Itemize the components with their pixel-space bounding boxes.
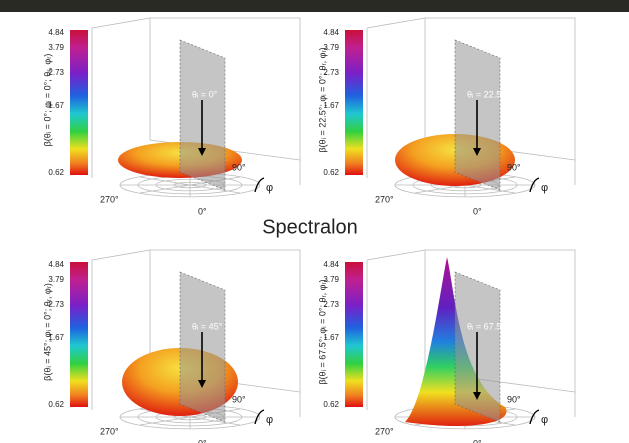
colorbar-tick-label: 4.84 — [323, 260, 339, 269]
colorbar — [345, 30, 363, 175]
colorbar-tick-label: 4.84 — [48, 28, 64, 37]
azimuth-phi: φ — [541, 414, 548, 426]
colorbar-tick-label: 3.79 — [48, 43, 64, 52]
colorbar-tick-label: 0.62 — [48, 400, 64, 409]
panel: 4.843.792.731.670.62β(θᵢ = 0°; φᵢ = 0°; … — [42, 18, 300, 216]
azimuth-right: 90° — [507, 394, 521, 404]
azimuth-front: 0° — [198, 438, 207, 443]
incidence-label: θᵢ = 0° — [192, 89, 218, 99]
panel: 4.843.792.731.670.62β(θᵢ = 45°; φᵢ = 0°;… — [42, 250, 300, 443]
azimuth-right: 90° — [232, 162, 246, 172]
panel: 4.843.792.731.670.62β(θᵢ = 22.5°; φᵢ = 0… — [317, 18, 575, 216]
azimuth-left: 270° — [375, 194, 394, 204]
azimuth-phi: φ — [541, 182, 548, 194]
azimuth-phi: φ — [266, 182, 273, 194]
colorbar-tick-label: 0.62 — [323, 400, 339, 409]
azimuth-phi: φ — [266, 414, 273, 426]
azimuth-front: 0° — [473, 206, 482, 216]
incidence-label: θᵢ = 22.5° — [467, 89, 505, 99]
azimuth-left: 270° — [100, 194, 119, 204]
y-axis-label: β(θᵢ = 0°; φᵢ = 0°; θᵣ, φᵣ) — [42, 54, 52, 147]
incidence-label: θᵢ = 45° — [192, 321, 223, 331]
colorbar — [345, 262, 363, 407]
azimuth-left: 270° — [375, 426, 394, 436]
colorbar-tick-label: 4.84 — [323, 28, 339, 37]
colorbar-tick-label: 3.79 — [48, 275, 64, 284]
y-axis-label: β(θᵢ = 67.5°; φᵢ = 0°; θᵣ, φᵣ) — [317, 279, 327, 384]
panel: 4.843.792.731.670.62β(θᵢ = 67.5°; φᵢ = 0… — [317, 250, 575, 443]
azimuth-right: 90° — [232, 394, 246, 404]
photo-strip — [0, 0, 629, 12]
figure: Spectralon 4.843.792.731.670.62β(θᵢ = 0°… — [0, 0, 629, 443]
azimuth-front: 0° — [198, 206, 207, 216]
colorbar — [70, 262, 88, 407]
figure-title: Spectralon — [262, 216, 358, 238]
azimuth-left: 270° — [100, 426, 119, 436]
colorbar-tick-label: 0.62 — [323, 168, 339, 177]
colorbar — [70, 30, 88, 175]
y-axis-label: β(θᵢ = 45°; φᵢ = 0°; θᵣ, φᵣ) — [42, 283, 52, 381]
y-axis-label: β(θᵢ = 22.5°; φᵢ = 0°; θᵣ, φᵣ) — [317, 47, 327, 152]
colorbar-tick-label: 4.84 — [48, 260, 64, 269]
azimuth-front: 0° — [473, 438, 482, 443]
incidence-label: θᵢ = 67.5° — [467, 321, 505, 331]
colorbar-tick-label: 0.62 — [48, 168, 64, 177]
azimuth-right: 90° — [507, 162, 521, 172]
